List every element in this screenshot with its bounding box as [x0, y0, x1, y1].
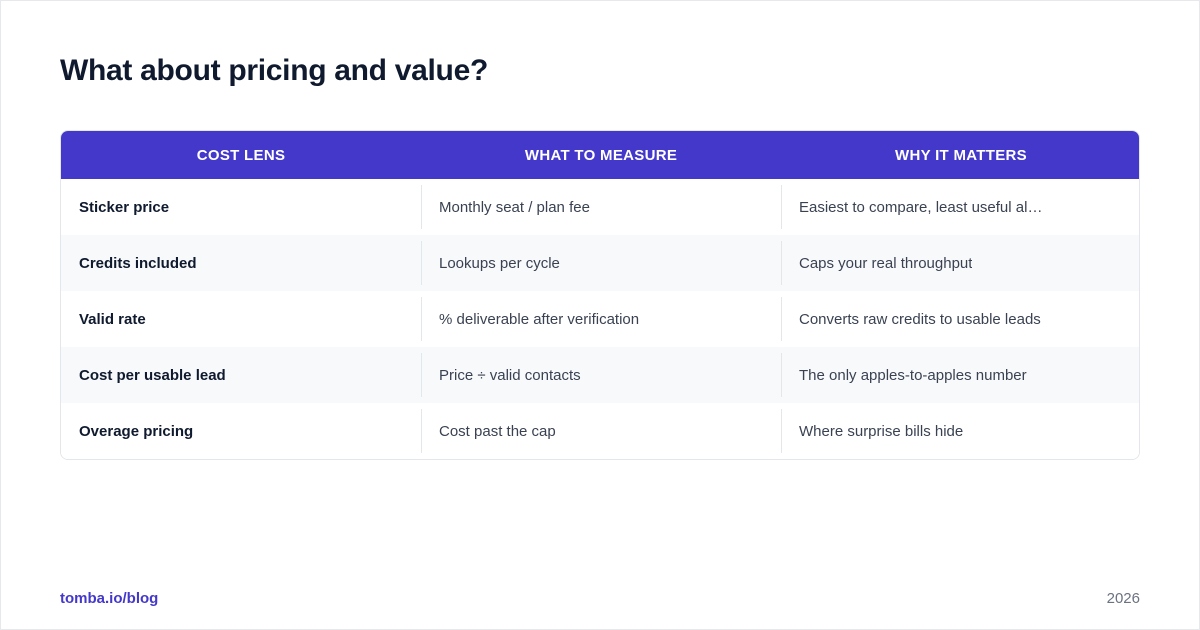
what-to-measure-text: % deliverable after verification [439, 310, 640, 328]
pricing-table: COST LENS WHAT TO MEASURE WHY IT MATTERS… [60, 130, 1140, 460]
what-to-measure-text: Lookups per cycle [439, 254, 560, 272]
why-it-matters-text: Where surprise bills hide [799, 422, 964, 440]
cost-lens-cell: Credits included [61, 235, 421, 291]
table-row: Valid rate % deliverable after verificat… [61, 291, 1139, 347]
table-row: Cost per usable lead Price ÷ valid conta… [61, 347, 1139, 403]
why-it-matters-cell: Caps your real throughput [781, 235, 1139, 291]
column-header-what-to-measure: WHAT TO MEASURE [524, 146, 678, 164]
column-header-cost-lens: COST LENS [196, 146, 286, 164]
why-it-matters-cell: The only apples-to-apples number [781, 347, 1139, 403]
why-it-matters-cell: Where surprise bills hide [781, 403, 1139, 459]
why-it-matters-cell: Easiest to compare, least useful al… [781, 179, 1139, 235]
why-it-matters-text: The only apples-to-apples number [799, 366, 1027, 384]
page-title: What about pricing and value? [60, 54, 488, 87]
cost-lens-text: Sticker price [79, 198, 170, 216]
what-to-measure-cell: Lookups per cycle [421, 235, 781, 291]
cost-lens-text: Cost per usable lead [79, 366, 226, 384]
what-to-measure-cell: Cost past the cap [421, 403, 781, 459]
why-it-matters-text: Converts raw credits to usable leads [799, 310, 1041, 328]
column-header-why-it-matters: WHY IT MATTERS [895, 146, 1027, 164]
footer-year: 2026 [1106, 590, 1140, 607]
what-to-measure-text: Price ÷ valid contacts [439, 366, 581, 384]
cost-lens-text: Overage pricing [79, 422, 194, 440]
blog-link[interactable]: tomba.io/blog [60, 590, 159, 607]
table-row: Sticker price Monthly seat / plan fee Ea… [61, 179, 1139, 235]
cost-lens-cell: Sticker price [61, 179, 421, 235]
cost-lens-cell: Overage pricing [61, 403, 421, 459]
what-to-measure-text: Cost past the cap [439, 422, 556, 440]
why-it-matters-text: Caps your real throughput [799, 254, 973, 272]
what-to-measure-text: Monthly seat / plan fee [439, 198, 590, 216]
what-to-measure-cell: Price ÷ valid contacts [421, 347, 781, 403]
table-row: Overage pricing Cost past the cap Where … [61, 403, 1139, 459]
what-to-measure-cell: Monthly seat / plan fee [421, 179, 781, 235]
cost-lens-text: Valid rate [79, 310, 146, 328]
cost-lens-cell: Cost per usable lead [61, 347, 421, 403]
table-row: Credits included Lookups per cycle Caps … [61, 235, 1139, 291]
cost-lens-text: Credits included [79, 254, 197, 272]
what-to-measure-cell: % deliverable after verification [421, 291, 781, 347]
table-header: COST LENS WHAT TO MEASURE WHY IT MATTERS [61, 131, 1139, 179]
cost-lens-cell: Valid rate [61, 291, 421, 347]
why-it-matters-cell: Converts raw credits to usable leads [781, 291, 1139, 347]
why-it-matters-text: Easiest to compare, least useful al… [799, 198, 1043, 216]
